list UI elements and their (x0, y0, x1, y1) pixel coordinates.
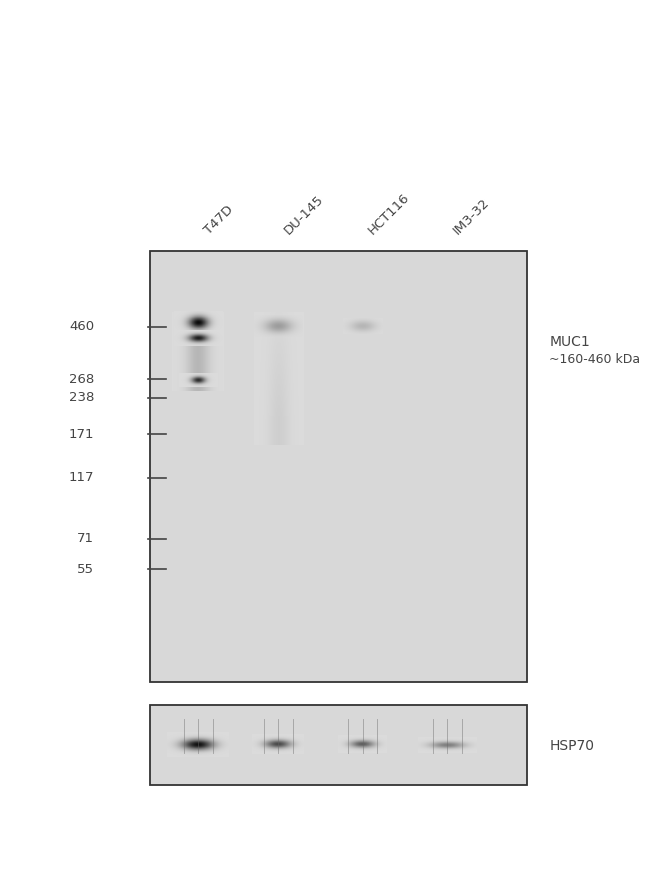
Text: IM3-32: IM3-32 (450, 196, 492, 237)
Text: 238: 238 (69, 392, 94, 404)
Text: MUC1: MUC1 (549, 335, 590, 349)
Text: ~160-460 kDa: ~160-460 kDa (549, 353, 640, 365)
Text: HSP70: HSP70 (549, 739, 594, 753)
Text: T47D: T47D (202, 203, 235, 237)
Text: 55: 55 (77, 563, 94, 576)
Text: DU-145: DU-145 (281, 193, 326, 237)
Bar (150, 705, 526, 785)
Text: 268: 268 (69, 373, 94, 385)
Text: 171: 171 (69, 428, 94, 440)
Text: 117: 117 (69, 472, 94, 484)
Text: 460: 460 (69, 321, 94, 333)
Bar (150, 251, 526, 682)
Text: 71: 71 (77, 533, 94, 545)
Text: HCT116: HCT116 (366, 191, 412, 237)
